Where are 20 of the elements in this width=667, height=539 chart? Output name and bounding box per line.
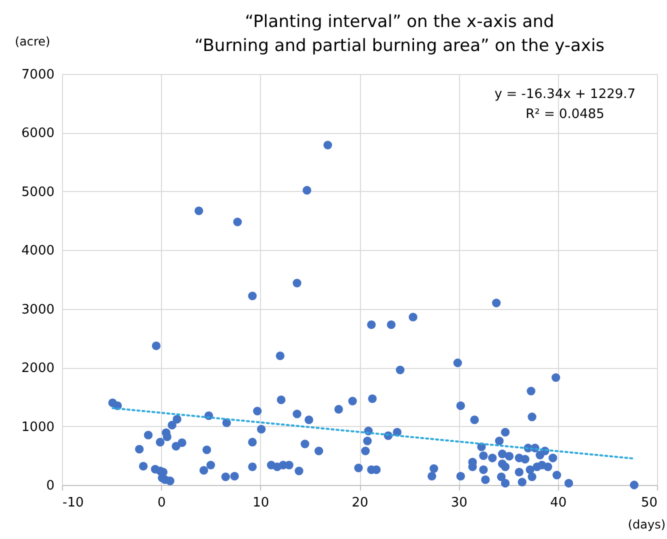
y-tick-label: 4000	[21, 244, 54, 259]
x-tick-label: -10	[62, 496, 84, 510]
annotation: y = -16.34x + 1229.7	[494, 87, 636, 102]
y-tick-label: 7000	[21, 68, 54, 82]
x-tick-label: 20	[352, 496, 368, 510]
y-tick-label: 3000	[21, 302, 54, 318]
y-tick-label: 1000	[21, 420, 54, 435]
y-tick-label: 2000	[21, 361, 54, 376]
y-tick-label: 6000	[21, 126, 54, 142]
x-axis-title: (days)	[628, 518, 666, 532]
x-tick-label: 50	[640, 496, 658, 510]
y-tick-label: 0	[46, 478, 54, 494]
x-tick-label: 10	[252, 496, 270, 510]
annotation: R² = 0.0485	[526, 107, 604, 122]
chart-title: “Planting interval” on the x-axis and “Burning and partial burning area” on the y-axis	[194, 12, 605, 56]
x-tick-label: 30	[450, 496, 468, 510]
x-tick-label: 40	[550, 496, 567, 510]
y-tick-label: 5000	[21, 184, 54, 200]
x-tick-label: 0	[158, 496, 166, 510]
y-axis-title: (acre)	[14, 34, 50, 48]
